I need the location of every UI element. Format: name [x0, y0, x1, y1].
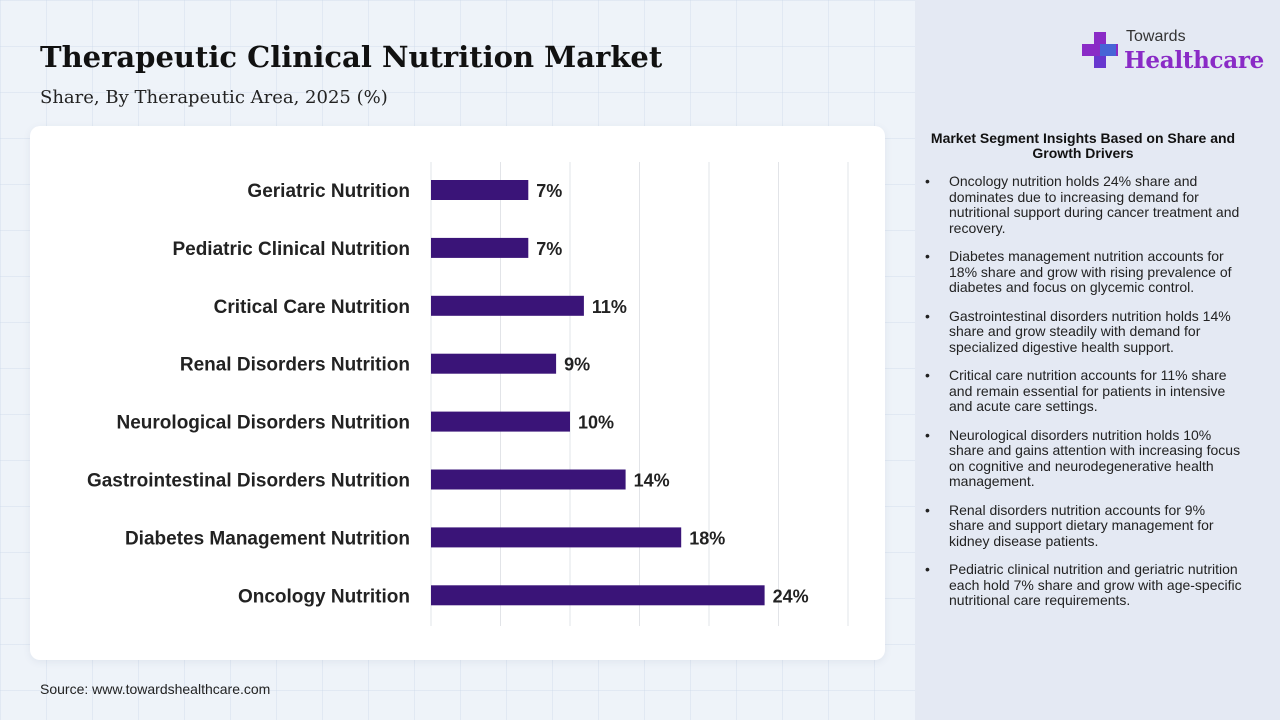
- insight-item: • Pediatric clinical nutrition and geriat…: [925, 561, 1243, 609]
- category-label: Geriatric Nutrition: [247, 181, 410, 202]
- value-label: 9%: [564, 355, 590, 375]
- value-label: 18%: [689, 528, 725, 548]
- insight-text: Oncology nutrition holds 24% share and d…: [949, 173, 1240, 236]
- bar: [431, 353, 557, 374]
- bar: [431, 180, 529, 200]
- bullet-point: •: [925, 367, 930, 383]
- category-label: Diabetes Management Nutrition: [125, 528, 410, 549]
- chart-area: Therapeutic Clinical Nutrition Market Sh…: [30, 40, 885, 697]
- labels: Geriatric Nutrition 7% Pediatric Clinical …: [87, 181, 809, 607]
- chart-card: Geriatric Nutrition 7% Pediatric Clinical …: [30, 126, 885, 660]
- logo-main-text: Healthcare: [1124, 47, 1265, 74]
- insight-item: • Neurological disorders nutrition holds …: [925, 426, 1243, 490]
- category-label: Pediatric Clinical Nutrition: [172, 239, 410, 260]
- insights-heading: Market Segment Insights Based on Share a…: [930, 130, 1236, 161]
- value-label: 11%: [592, 297, 627, 317]
- page-subtitle: Share, By Therapeutic Area, 2025 (%): [40, 87, 388, 108]
- bar: [431, 469, 626, 490]
- bar: [431, 527, 682, 548]
- bar: [431, 295, 584, 316]
- insight-text: Diabetes management nutrition accounts f…: [949, 248, 1232, 295]
- category-label: Oncology Nutrition: [238, 586, 410, 607]
- bullet-point: •: [925, 561, 930, 577]
- insight-text: Renal disorders nutrition accounts for 9…: [949, 501, 1214, 549]
- bar: [431, 237, 529, 258]
- value-label: 10%: [578, 413, 614, 433]
- insight-item: • Critical care nutrition accounts for 11…: [925, 367, 1243, 415]
- value-label: 7%: [536, 239, 562, 259]
- insight-item: • Diabetes management nutrition accounts …: [925, 248, 1243, 296]
- category-label: Gastrointestinal Disorders Nutrition: [87, 471, 410, 492]
- source-note: Source: www.towardshealthcare.com: [40, 681, 271, 697]
- insight-text: Pediatric clinical nutrition and geriatr…: [949, 561, 1242, 608]
- bullet-point: •: [925, 501, 930, 518]
- bar-chart: Geriatric Nutrition 7% Pediatric Clinical …: [87, 162, 849, 626]
- bar: [431, 585, 765, 606]
- value-label: 7%: [536, 181, 562, 201]
- bullet-point: •: [925, 426, 930, 443]
- plus-cross-icon: [1082, 32, 1118, 68]
- insight-text: Critical care nutrition accounts for 11%…: [949, 367, 1227, 414]
- page-title: Therapeutic Clinical Nutrition Market: [40, 40, 663, 74]
- insight-text: Gastrointestinal disorders nutrition hol…: [949, 307, 1231, 355]
- category-label: Renal Disorders Nutrition: [180, 355, 410, 376]
- bars: [431, 180, 765, 606]
- grid-lines: [430, 162, 849, 626]
- category-label: Neurological Disorders Nutrition: [117, 413, 410, 434]
- insight-item: • Gastrointestinal disorders nutrition ho…: [925, 307, 1243, 356]
- insights-list: • Oncology nutrition holds 24% share and …: [925, 173, 1243, 622]
- insights-panel: [915, 0, 1280, 720]
- insight-text: Neurological disorders nutrition holds 1…: [949, 426, 1241, 489]
- value-label: 24%: [773, 586, 809, 606]
- insight-item: • Renal disorders nutrition accounts for …: [925, 501, 1243, 550]
- category-label: Critical Care Nutrition: [214, 297, 410, 318]
- value-label: 14%: [634, 471, 670, 491]
- bullet-point: •: [925, 248, 930, 264]
- insight-item: • Oncology nutrition holds 24% share and …: [925, 173, 1243, 236]
- logo-top-text: Towards: [1126, 28, 1186, 45]
- bullet-point: •: [925, 173, 930, 189]
- bar: [431, 411, 570, 432]
- bullet-point: •: [925, 307, 930, 324]
- brand-logo: Towards Healthcare: [1080, 28, 1264, 78]
